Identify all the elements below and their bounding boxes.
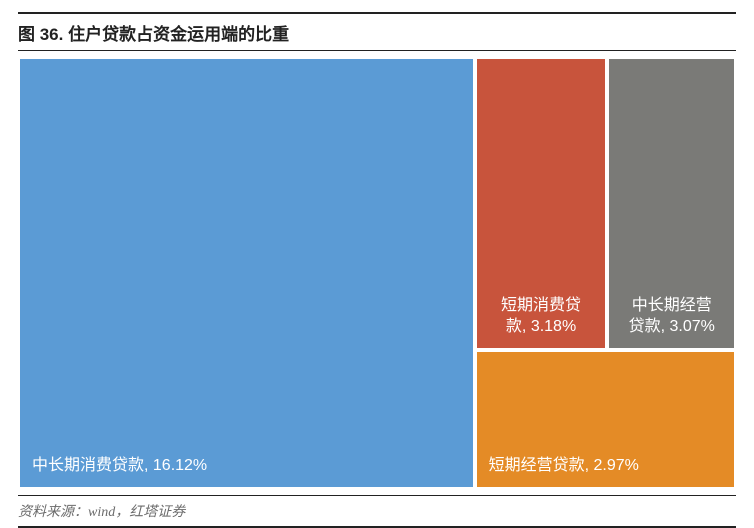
treemap-cell-long_term_business: 中长期经营 贷款, 3.07%: [607, 57, 736, 350]
treemap-chart: 中长期消费贷款, 16.12% 短期消费贷 款, 3.18% 中长期经营 贷款, 3…: [18, 57, 736, 489]
treemap-cell-long_term_consumer: 中长期消费贷款, 16.12%: [18, 57, 475, 489]
treemap-cell-label: 中长期经营 贷款, 3.07%: [621, 295, 722, 338]
treemap-cell-short_term_business: 短期经营贷款, 2.97%: [475, 350, 736, 489]
treemap-cell-short_term_consumer: 短期消费贷 款, 3.18%: [475, 57, 608, 350]
title-bar: 图 36. 住户贷款占资金运用端的比重: [18, 12, 736, 51]
source-bar: 资料来源：wind，红塔证券: [18, 495, 736, 528]
chart-title: 图 36. 住户贷款占资金运用端的比重: [18, 20, 736, 45]
source-text: 资料来源：wind，红塔证券: [18, 501, 736, 521]
treemap-cell-label: 短期消费贷 款, 3.18%: [489, 295, 594, 338]
treemap-cell-label: 中长期消费贷款, 16.12%: [32, 455, 207, 477]
treemap-cell-label: 短期经营贷款, 2.97%: [489, 455, 639, 477]
